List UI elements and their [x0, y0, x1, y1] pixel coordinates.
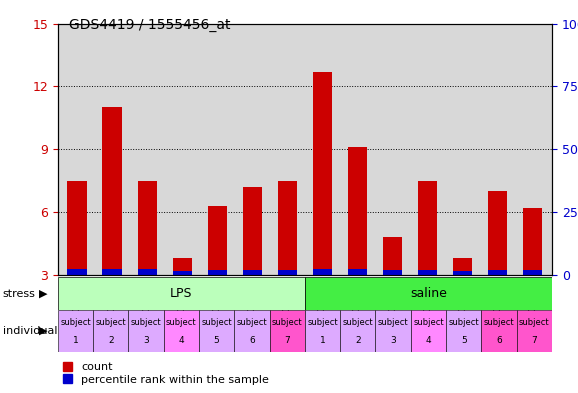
Bar — [340, 310, 376, 352]
Bar — [243, 270, 262, 275]
Bar — [376, 310, 411, 352]
Bar — [243, 187, 262, 275]
Text: ▶: ▶ — [39, 289, 47, 299]
Text: individual: individual — [3, 326, 57, 336]
Bar — [313, 269, 332, 275]
Text: subject: subject — [166, 318, 197, 327]
Text: 2: 2 — [108, 336, 113, 345]
Bar — [517, 310, 552, 352]
Text: subject: subject — [484, 318, 514, 327]
Bar — [418, 181, 437, 275]
Text: 6: 6 — [496, 336, 502, 345]
Bar — [102, 269, 122, 275]
Bar — [173, 271, 192, 275]
Text: subject: subject — [60, 318, 91, 327]
Bar — [488, 270, 507, 275]
Text: subject: subject — [201, 318, 232, 327]
Bar — [418, 270, 437, 275]
Bar — [383, 270, 402, 275]
Bar — [138, 181, 157, 275]
Bar — [138, 269, 157, 275]
Text: 5: 5 — [461, 336, 466, 345]
Text: 5: 5 — [214, 336, 220, 345]
Bar — [58, 310, 93, 352]
Text: subject: subject — [378, 318, 409, 327]
Bar — [173, 258, 192, 275]
Bar — [208, 270, 227, 275]
Bar — [93, 310, 128, 352]
Text: 7: 7 — [284, 336, 290, 345]
Bar — [278, 270, 297, 275]
Text: stress: stress — [3, 289, 36, 299]
Text: subject: subject — [449, 318, 479, 327]
Text: subject: subject — [131, 318, 161, 327]
Text: subject: subject — [519, 318, 550, 327]
Bar — [446, 310, 481, 352]
Bar — [68, 269, 87, 275]
Legend: count, percentile rank within the sample: count, percentile rank within the sample — [64, 362, 269, 385]
Text: subject: subject — [343, 318, 373, 327]
Text: 4: 4 — [179, 336, 184, 345]
Bar — [305, 277, 552, 310]
Text: subject: subject — [413, 318, 444, 327]
Bar — [523, 208, 542, 275]
Bar — [269, 310, 305, 352]
Bar — [523, 270, 542, 275]
Bar — [453, 271, 472, 275]
Bar — [234, 310, 269, 352]
Text: subject: subject — [236, 318, 267, 327]
Text: 3: 3 — [143, 336, 149, 345]
Bar — [313, 72, 332, 275]
Text: subject: subject — [272, 318, 302, 327]
Text: 1: 1 — [320, 336, 325, 345]
Bar — [411, 310, 446, 352]
Bar — [453, 258, 472, 275]
Bar — [348, 147, 367, 275]
Text: 4: 4 — [425, 336, 431, 345]
Bar — [488, 191, 507, 275]
Text: subject: subject — [95, 318, 126, 327]
Text: GDS4419 / 1555456_at: GDS4419 / 1555456_at — [69, 18, 231, 32]
Text: ▶: ▶ — [39, 326, 47, 336]
Text: LPS: LPS — [170, 287, 192, 300]
Bar — [348, 269, 367, 275]
Text: 6: 6 — [249, 336, 255, 345]
Bar — [58, 277, 305, 310]
Bar — [208, 206, 227, 275]
Bar — [164, 310, 199, 352]
Bar — [128, 310, 164, 352]
Text: subject: subject — [307, 318, 338, 327]
Text: 7: 7 — [531, 336, 537, 345]
Text: saline: saline — [410, 287, 447, 300]
Bar — [278, 181, 297, 275]
Text: 3: 3 — [390, 336, 396, 345]
Bar — [68, 181, 87, 275]
Text: 1: 1 — [73, 336, 79, 345]
Text: 2: 2 — [355, 336, 361, 345]
Bar — [305, 310, 340, 352]
Bar — [102, 107, 122, 275]
Bar — [199, 310, 234, 352]
Bar — [383, 237, 402, 275]
Bar — [481, 310, 517, 352]
